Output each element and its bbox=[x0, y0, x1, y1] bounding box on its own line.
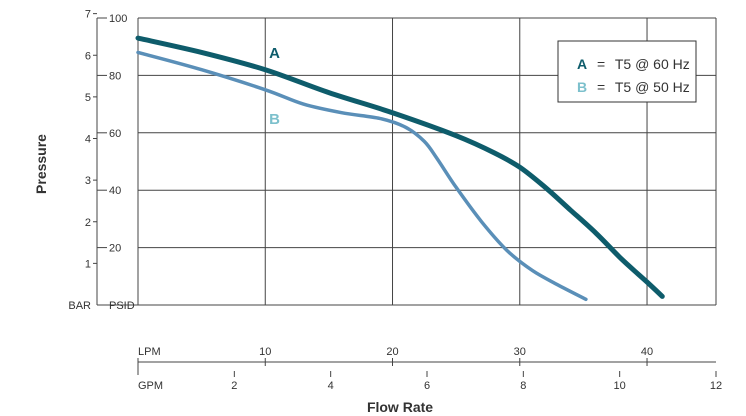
series-line-b bbox=[136, 50, 588, 302]
gpm-tick-label-8: 8 bbox=[520, 380, 526, 392]
x-axes: LPM 10 20 30 40 GPM 2 4 6 8 10 12 bbox=[137, 346, 722, 392]
legend-eq-b: = bbox=[597, 79, 605, 95]
y-axes: 1 2 3 4 5 6 7 20 40 60 80 100 BAR PSID bbox=[68, 9, 138, 312]
legend-key-b: B bbox=[577, 79, 587, 95]
bar-axis-label: BAR bbox=[68, 300, 91, 312]
bar-tick-label-5: 5 bbox=[85, 92, 91, 104]
lpm-axis-label: LPM bbox=[138, 346, 161, 358]
legend-key-a: A bbox=[577, 56, 587, 72]
series-group bbox=[135, 35, 665, 302]
lpm-tick-label-20: 20 bbox=[386, 346, 398, 358]
curve-labels: AB bbox=[269, 45, 280, 128]
x-axis-title: Flow Rate bbox=[367, 399, 433, 415]
legend: A = T5 @ 60 Hz B = T5 @ 50 Hz bbox=[557, 40, 697, 103]
curve-label-b: B bbox=[269, 111, 280, 128]
lpm-tick-label-10: 10 bbox=[259, 346, 271, 358]
gpm-tick-label-2: 2 bbox=[231, 380, 237, 392]
gpm-tick-label-12: 12 bbox=[710, 380, 722, 392]
legend-entry-b: B = T5 @ 50 Hz bbox=[577, 79, 690, 95]
gpm-tick-label-4: 4 bbox=[328, 380, 334, 392]
curve-label-a: A bbox=[269, 45, 280, 62]
bar-tick-label-7: 7 bbox=[85, 9, 91, 21]
plot-frame bbox=[137, 17, 717, 306]
psid-tick-label-40: 40 bbox=[109, 185, 121, 197]
series-line-a bbox=[135, 35, 665, 299]
psid-axis-label: PSID bbox=[109, 300, 135, 312]
psid-tick-label-80: 80 bbox=[109, 70, 121, 82]
gpm-axis-label: GPM bbox=[138, 380, 163, 392]
bar-tick-label-4: 4 bbox=[85, 134, 91, 146]
gpm-tick-label-6: 6 bbox=[424, 380, 430, 392]
lpm-tick-label-40: 40 bbox=[641, 346, 653, 358]
psid-tick-label-20: 20 bbox=[109, 243, 121, 255]
bar-tick-label-6: 6 bbox=[85, 50, 91, 62]
bar-tick-label-1: 1 bbox=[85, 258, 91, 270]
legend-text-b: T5 @ 50 Hz bbox=[615, 79, 690, 95]
legend-text-a: T5 @ 60 Hz bbox=[615, 56, 690, 72]
bar-tick-label-2: 2 bbox=[85, 217, 91, 229]
legend-entry-a: A = T5 @ 60 Hz bbox=[577, 56, 690, 72]
bar-tick-label-3: 3 bbox=[85, 175, 91, 187]
gpm-tick-label-10: 10 bbox=[614, 380, 626, 392]
legend-eq-a: = bbox=[597, 56, 605, 72]
y-axis-title: Pressure bbox=[33, 134, 49, 194]
legend-box bbox=[557, 40, 697, 103]
psid-tick-label-60: 60 bbox=[109, 128, 121, 140]
psid-tick-label-100: 100 bbox=[109, 13, 127, 25]
lpm-tick-label-30: 30 bbox=[514, 346, 526, 358]
